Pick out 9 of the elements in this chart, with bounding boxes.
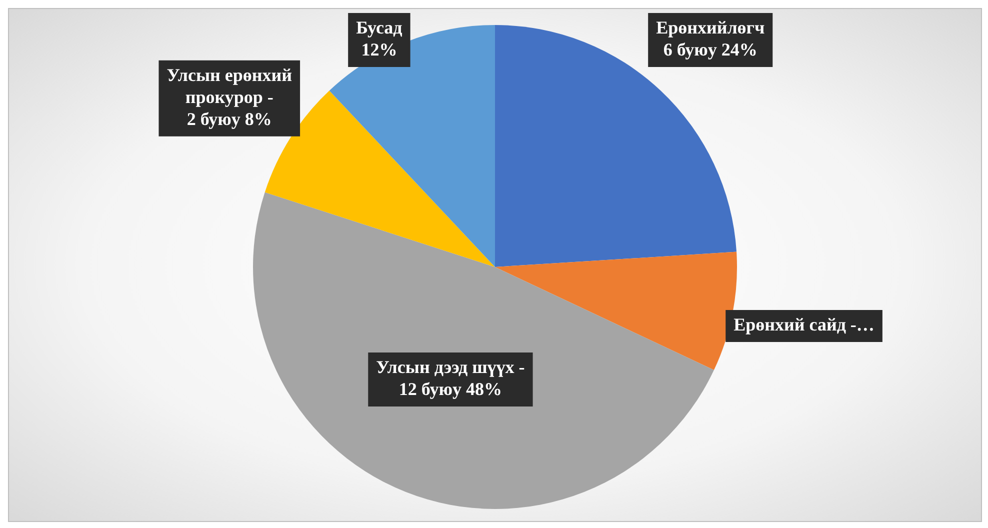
slice-label: Бусад [356, 18, 402, 38]
data-label: 12% [361, 40, 398, 60]
data-label: 12 буюу 48% [398, 379, 502, 400]
data-label: 6 буюу 24% [663, 40, 758, 60]
data-label: 2 буюу 8% [186, 109, 272, 130]
slice-label: Ерөнхийлөгч [656, 18, 765, 38]
slice-label: Улсын дээд шүүх - [376, 357, 525, 378]
slice-label: Ерөнхий сайд -… [734, 314, 874, 335]
slice-label: Улсын ерөнхий прокурор - [166, 65, 292, 108]
